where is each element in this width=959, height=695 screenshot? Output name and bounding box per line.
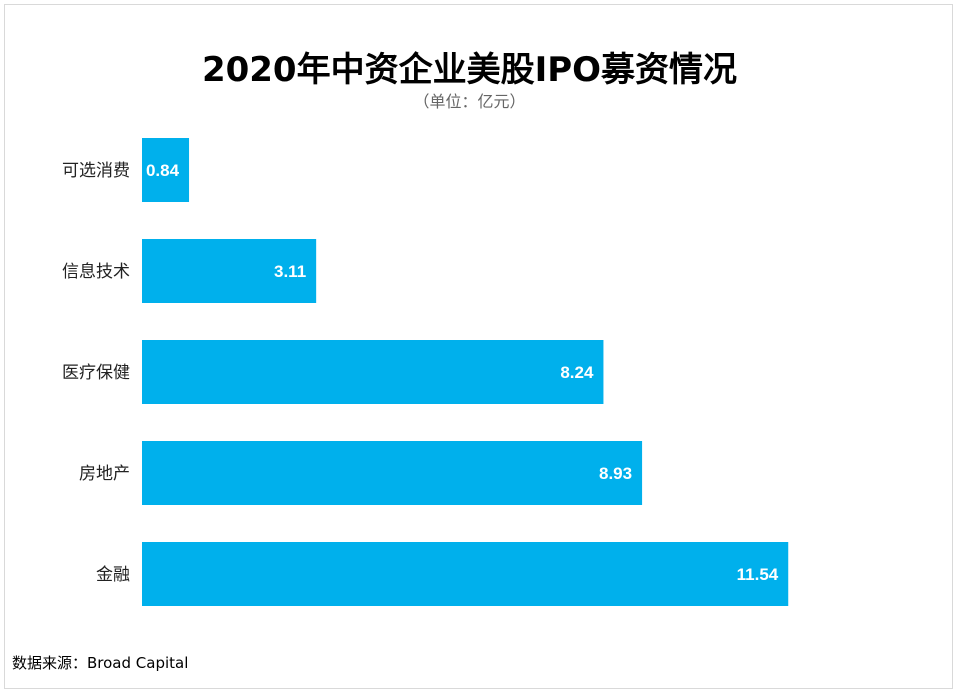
- bar-1: [142, 138, 190, 202]
- value-label: 3.11: [274, 262, 306, 281]
- value-label: 8.24: [560, 363, 594, 382]
- bars-group: 可选消费 0.84 信息技术 3.11 医疗保健 8.24 房地产 8.93 金融 11.54: [62, 138, 789, 606]
- chart-title: 2020年中资企业美股IPO募资情况: [201, 50, 738, 90]
- value-label: 11.54: [737, 565, 779, 584]
- bar-5: [142, 542, 789, 606]
- bar-3: [142, 340, 604, 404]
- category-label: 信息技术: [62, 262, 130, 282]
- value-label: 8.93: [599, 464, 632, 483]
- value-label: 0.84: [146, 161, 180, 180]
- bar-2: [142, 239, 317, 303]
- category-label: 房地产: [79, 464, 130, 484]
- category-label: 金融: [96, 565, 130, 585]
- category-label: 可选消费: [62, 161, 130, 181]
- chart-frame: [4, 4, 953, 689]
- chart-subtitle: （单位：亿元）: [413, 92, 526, 111]
- data-source: 数据来源：Broad Capital: [12, 654, 189, 672]
- bar-4: [142, 441, 643, 505]
- category-label: 医疗保健: [62, 363, 130, 383]
